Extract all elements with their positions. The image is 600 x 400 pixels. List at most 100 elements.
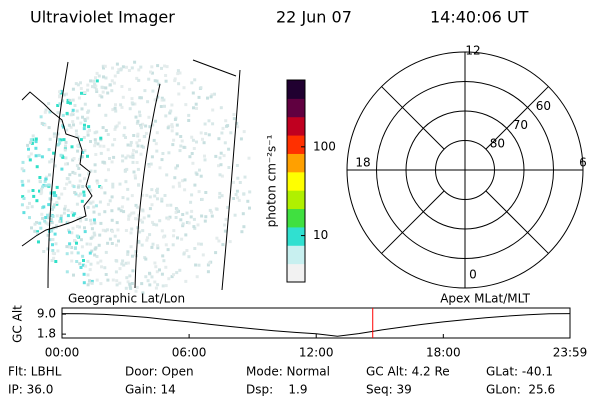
- speckle: [63, 148, 67, 152]
- speckle: [99, 151, 103, 155]
- image-overlay: [21, 59, 241, 291]
- speckle: [104, 229, 108, 233]
- speckle: [152, 222, 156, 226]
- speckle: [182, 145, 186, 149]
- speckle: [185, 249, 189, 252]
- speckle: [87, 172, 91, 176]
- speckle: [45, 175, 48, 179]
- speckle: [104, 113, 108, 117]
- speckle: [235, 121, 239, 125]
- speckle: [38, 221, 42, 225]
- speckle: [149, 162, 153, 166]
- speckle: [95, 79, 99, 83]
- speckle: [34, 146, 38, 150]
- speckle: [106, 202, 110, 206]
- speckle: [71, 87, 75, 91]
- speckle: [203, 219, 207, 223]
- speckle: [79, 192, 82, 196]
- speckle: [76, 83, 80, 87]
- speckle: [104, 129, 108, 132]
- speckle: [90, 227, 94, 231]
- lat-line: [192, 59, 237, 77]
- speckle: [106, 278, 110, 282]
- speckle: [83, 226, 86, 230]
- speckle: [145, 193, 149, 197]
- speckle: [108, 237, 112, 241]
- speckle: [86, 259, 90, 263]
- speckle: [66, 98, 70, 102]
- speckle: [127, 69, 131, 72]
- speckle: [167, 217, 171, 221]
- speckle: [74, 82, 78, 86]
- speckle: [233, 213, 237, 217]
- speckle: [106, 241, 110, 245]
- speckle: [68, 101, 72, 105]
- speckle: [210, 214, 214, 218]
- speckle: [97, 243, 101, 247]
- speckle: [64, 156, 68, 160]
- speckle: [110, 195, 114, 199]
- speckle: [80, 91, 83, 95]
- speckle: [118, 182, 122, 186]
- speckle: [157, 82, 161, 86]
- speckle: [202, 141, 206, 145]
- speckle: [147, 163, 151, 166]
- speckle: [222, 154, 226, 158]
- speckle: [40, 187, 43, 191]
- speckle: [65, 245, 69, 249]
- speckle: [83, 177, 87, 181]
- speckle: [182, 86, 186, 90]
- speckle: [34, 137, 38, 141]
- speckle: [133, 60, 137, 64]
- speckle: [170, 125, 174, 129]
- speckle: [79, 138, 83, 142]
- speckle: [76, 116, 80, 120]
- speckle: [137, 68, 141, 72]
- speckle: [136, 134, 140, 138]
- speckle: [21, 160, 25, 164]
- speckle: [153, 98, 157, 102]
- speckle: [69, 125, 73, 129]
- speckle: [184, 279, 188, 283]
- speckle: [242, 130, 246, 134]
- speckle: [201, 137, 204, 141]
- speckle: [47, 102, 51, 106]
- speckle: [21, 183, 25, 187]
- uv-image: [20, 60, 252, 295]
- speckle: [66, 101, 70, 104]
- speckle: [71, 108, 75, 112]
- speckle: [190, 152, 194, 155]
- speckle: [227, 147, 231, 151]
- speckle: [89, 169, 93, 173]
- speckle: [125, 276, 129, 280]
- speckle: [192, 225, 196, 229]
- speckle: [115, 62, 119, 66]
- speckle: [39, 115, 43, 119]
- mlat-ring: [405, 110, 525, 230]
- speckle: [141, 229, 145, 233]
- speckle: [92, 231, 96, 235]
- speckle: [110, 89, 114, 93]
- speckle: [91, 85, 94, 89]
- speckle: [170, 103, 174, 107]
- speckle: [124, 261, 128, 265]
- speckle: [204, 191, 208, 194]
- coastline: [21, 91, 93, 247]
- speckle: [30, 226, 33, 230]
- speckle: [94, 76, 97, 80]
- speckle: [187, 113, 191, 117]
- speckle: [135, 141, 139, 145]
- speckle: [156, 283, 160, 287]
- speckle: [86, 283, 90, 287]
- speckle: [126, 187, 130, 191]
- speckle: [152, 138, 156, 142]
- y-tick-label: 1.8: [37, 327, 56, 341]
- speckle: [124, 156, 128, 160]
- speckle: [58, 140, 62, 144]
- speckle: [79, 81, 82, 85]
- speckle: [86, 116, 90, 120]
- speckle: [213, 92, 216, 96]
- speckle: [104, 86, 108, 90]
- speckle: [138, 96, 142, 100]
- speckle: [59, 153, 63, 157]
